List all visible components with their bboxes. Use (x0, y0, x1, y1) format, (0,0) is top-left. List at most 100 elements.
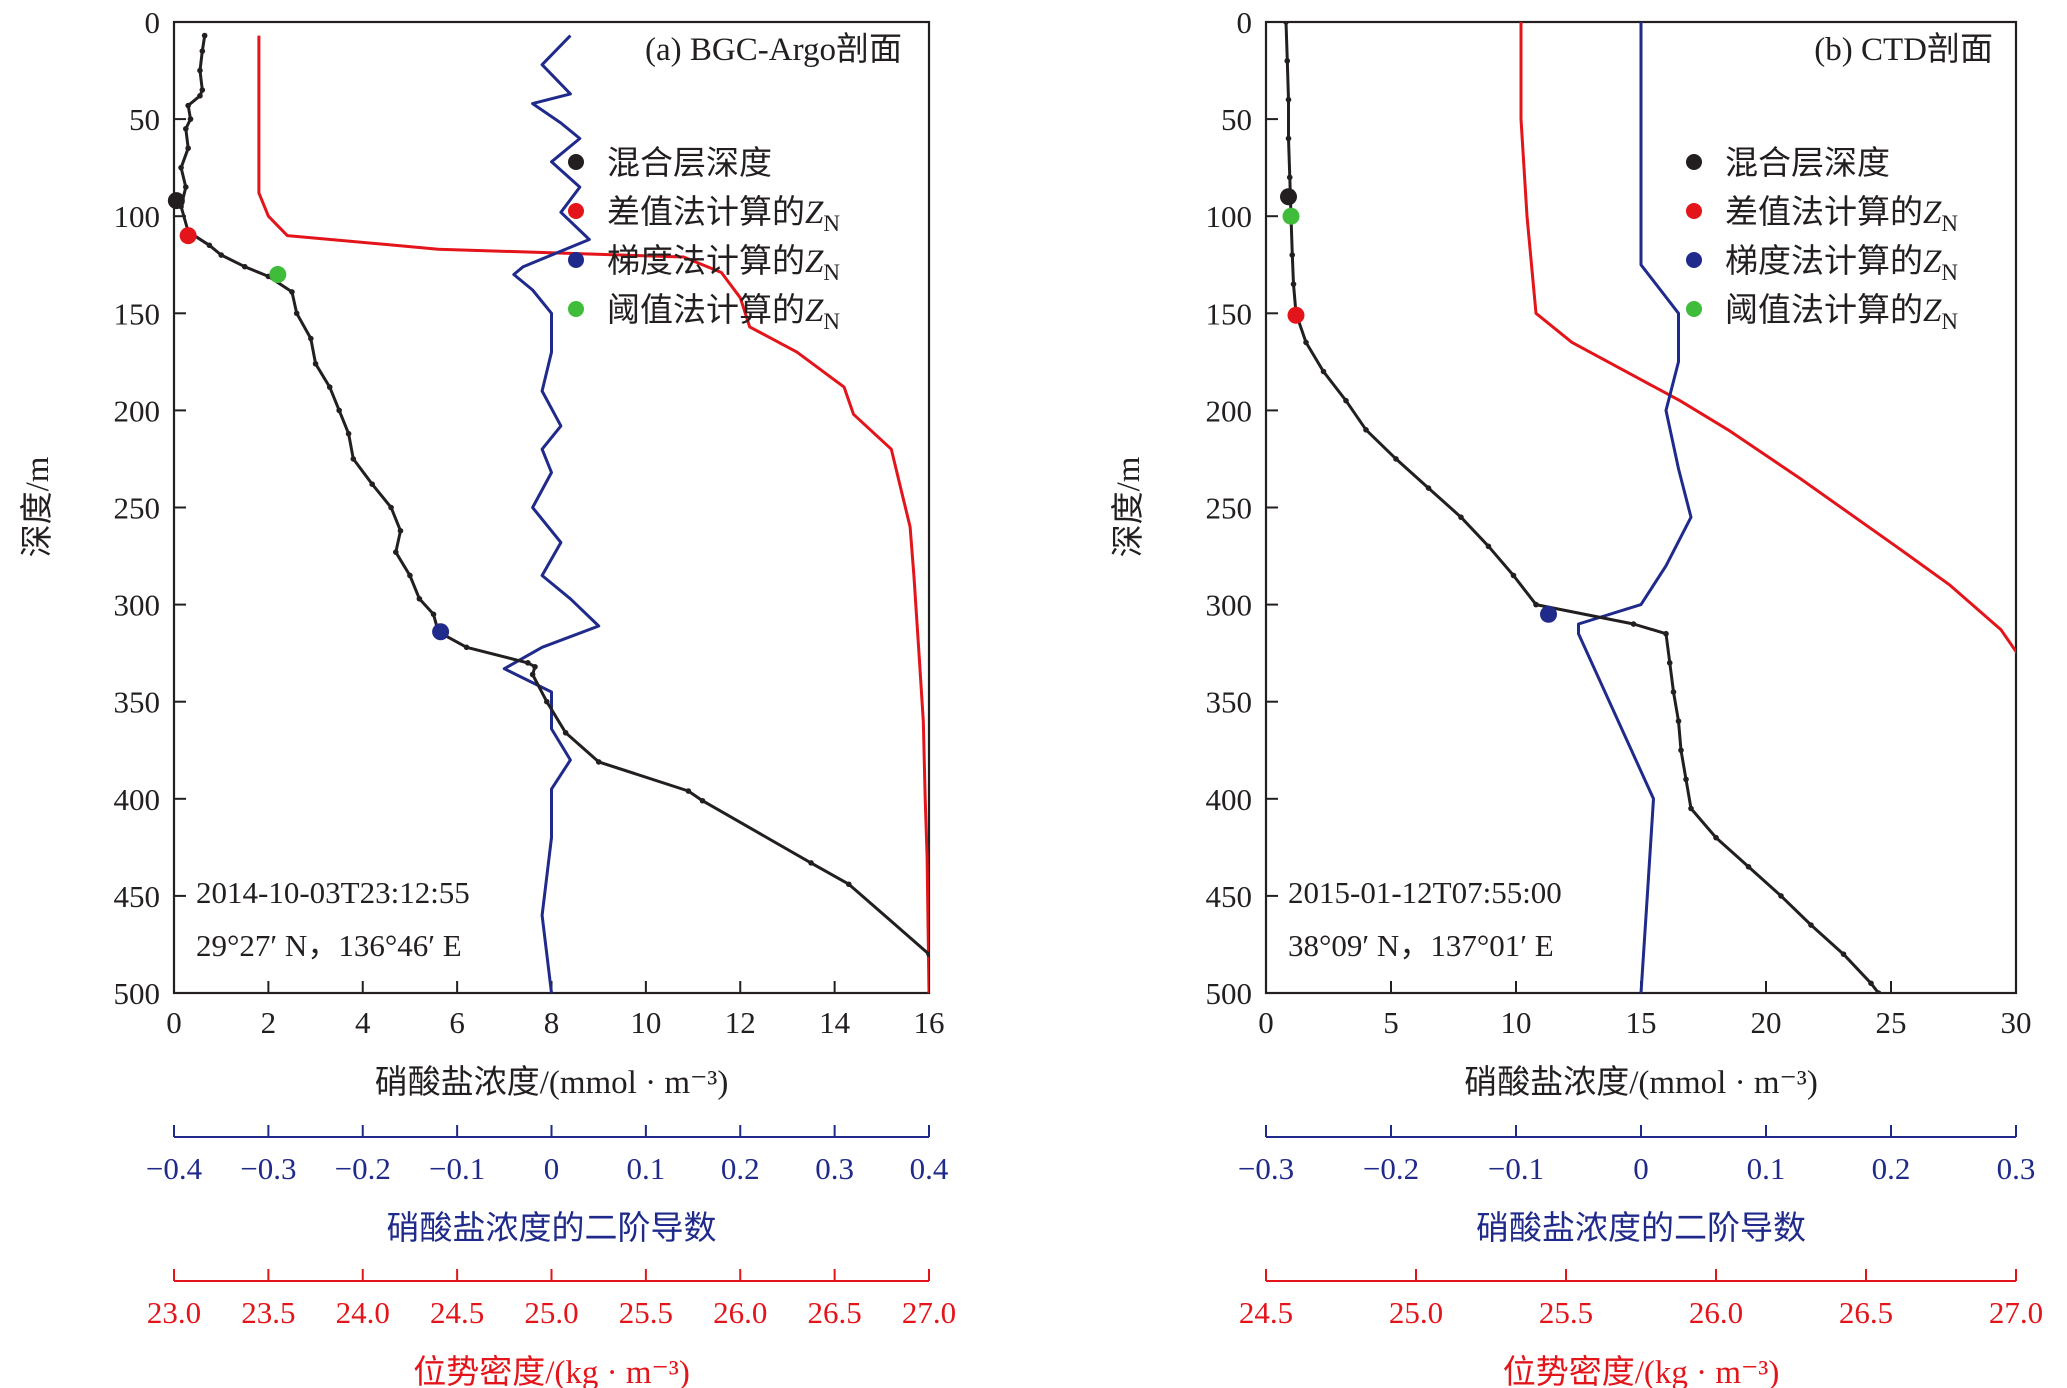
series-point (1425, 485, 1432, 491)
series-point (197, 67, 203, 74)
series-point (206, 242, 213, 249)
x-tick-label: −0.1 (429, 1151, 485, 1186)
series-point (407, 572, 413, 579)
marker-point-2 (432, 623, 450, 641)
series-point (685, 788, 692, 794)
legend-label-z: Z (1923, 293, 1942, 329)
series-point (845, 881, 852, 888)
x-tick-label: 16 (914, 1005, 945, 1040)
series-point (1840, 951, 1847, 957)
x-tick-label: −0.2 (335, 1151, 391, 1186)
x-tick-label: −0.3 (240, 1151, 296, 1186)
legend-label-z: Z (805, 293, 824, 329)
x-tick-label: 24.5 (430, 1295, 484, 1330)
legend-label-text: 梯度法计算的 (607, 243, 805, 280)
legend-label-text: 梯度法计算的 (1725, 243, 1923, 280)
panel-title: (a) BGC-Argo剖面 (645, 31, 902, 68)
legend-label-0: 混合层深度 (1725, 145, 1890, 182)
series-line-second-derivative (502, 34, 601, 993)
y-tick-label: 300 (1206, 588, 1253, 623)
series-point (1745, 863, 1752, 870)
series-point (369, 481, 375, 487)
legend-label-sub: N (1941, 211, 1958, 236)
x-tick-label: 24.0 (336, 1295, 390, 1330)
legend-marker-0 (1686, 154, 1702, 170)
marker-point-3 (269, 265, 287, 283)
stamp-line-0: 2014-10-03T23:12:55 (196, 875, 470, 910)
series-line-second-derivative (1577, 22, 1693, 993)
series-point (182, 126, 189, 132)
x-tick-label: 26.5 (808, 1295, 862, 1330)
series-point (1286, 174, 1293, 181)
series-point (1285, 135, 1292, 142)
series-point (1283, 22, 1289, 25)
x-tick-label: 0 (1258, 1005, 1274, 1040)
series-line-potential-density (257, 35, 929, 993)
x-tick-label: −0.3 (1238, 1151, 1294, 1186)
x-axis-title-1: 硝酸盐浓度的二阶导数 (1476, 1210, 1806, 1247)
legend-marker-3 (1686, 301, 1702, 317)
series-point (1675, 718, 1682, 724)
series-point (388, 504, 394, 511)
legend-label-z: Z (805, 195, 824, 231)
y-tick-label: 0 (1237, 5, 1253, 40)
stamp-line-0: 2015-01-12T07:55:00 (1288, 875, 1562, 910)
x-tick-label: 26.0 (713, 1295, 767, 1330)
y-tick-label: 50 (129, 102, 160, 137)
legend-marker-0 (568, 154, 584, 170)
series-point (1678, 747, 1684, 754)
series-point (336, 407, 342, 414)
series-point (1663, 630, 1669, 637)
series-point (1393, 456, 1399, 462)
legend-label-z: Z (1923, 244, 1942, 280)
legend-label-sub: N (823, 309, 840, 334)
x-tick-label: −0.1 (1488, 1151, 1544, 1186)
legend-label-z: Z (805, 244, 824, 280)
x-tick-label: 23.5 (241, 1295, 295, 1330)
x-axis-title-0: 硝酸盐浓度/(mmol · m⁻³) (1464, 1064, 1818, 1101)
x-tick-label: 25.0 (1389, 1295, 1443, 1330)
series-point (197, 92, 203, 99)
x-tick-label: 0.2 (1872, 1151, 1911, 1186)
marker-point-1 (179, 227, 197, 245)
x-tick-label: 6 (449, 1005, 465, 1040)
series-point (1284, 58, 1291, 64)
series-point (808, 860, 814, 866)
marker-point-2 (1540, 605, 1557, 623)
x-tick-label: 0.1 (627, 1151, 666, 1186)
series-point (185, 145, 191, 152)
series-point (345, 430, 352, 437)
series-point (1868, 980, 1874, 987)
series-point (532, 663, 538, 670)
y-tick-label: 0 (145, 5, 161, 40)
legend-marker-3 (568, 301, 584, 317)
y-tick-label: 200 (114, 393, 161, 428)
y-tick-label: 450 (114, 879, 161, 914)
series-line-nitrate (179, 35, 929, 956)
series-point (326, 384, 333, 390)
legend-label-sub: N (823, 260, 840, 285)
series-point (1875, 990, 1882, 993)
legend-marker-1 (1686, 203, 1702, 219)
legend-label-2: 梯度法计算的ZN (1725, 243, 1958, 285)
data-layer (1283, 22, 2016, 993)
x-tick-label: 8 (544, 1005, 560, 1040)
legend-label-2: 梯度法计算的ZN (607, 243, 840, 285)
legend-label-3: 阈值法计算的ZN (1725, 292, 1958, 334)
marker-point-1 (1287, 306, 1305, 324)
series-point (312, 360, 319, 367)
data-layer (178, 32, 929, 993)
legend-label-sub: N (1941, 309, 1958, 334)
legend-label-1: 差值法计算的ZN (1725, 194, 1958, 236)
legend-label-z: Z (1923, 195, 1942, 231)
series-point (241, 263, 248, 270)
series-point (525, 660, 531, 666)
x-tick-label: 26.0 (1689, 1295, 1743, 1330)
x-tick-label: 2 (261, 1005, 277, 1040)
series-point (1533, 601, 1539, 608)
y-tick-label: 500 (114, 976, 161, 1011)
y-axis-title: 深度/m (19, 456, 56, 557)
series-point (1510, 572, 1517, 579)
